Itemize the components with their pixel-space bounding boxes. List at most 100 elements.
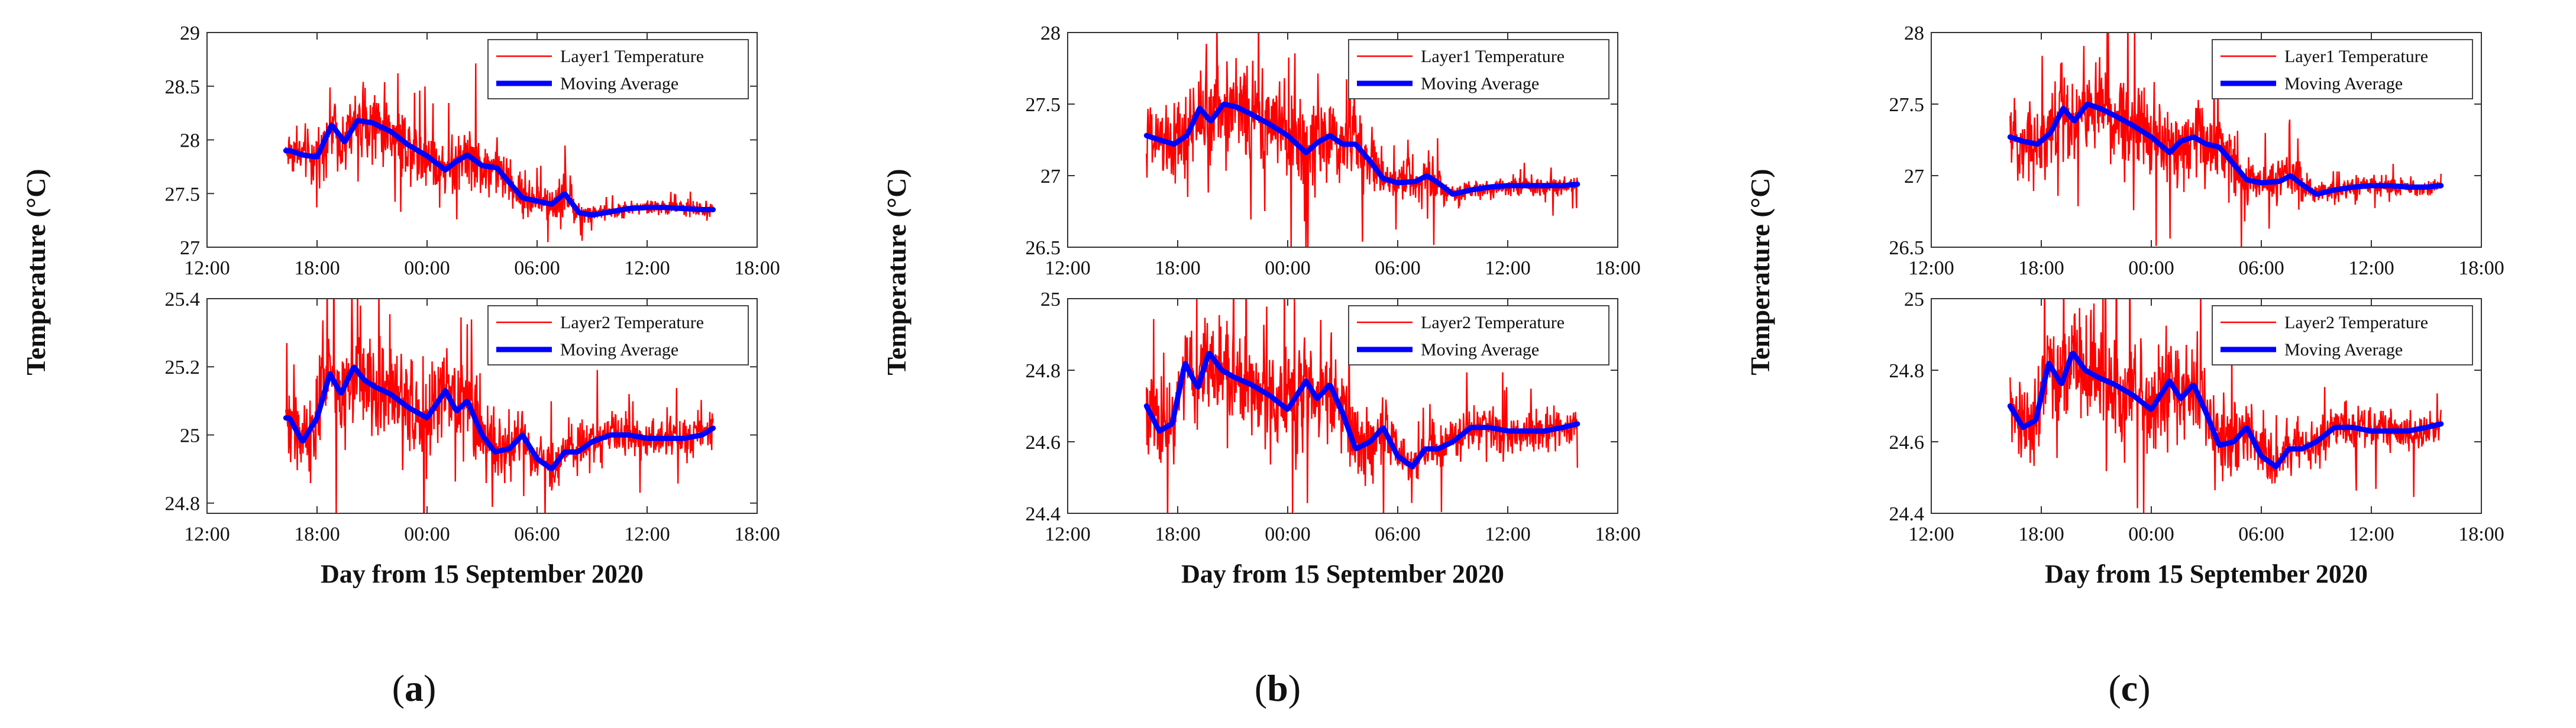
legend-entry: Moving Average xyxy=(1421,74,1539,93)
legend-entry: Layer1 Temperature xyxy=(1421,47,1565,66)
panel-b: 26.5 27 27.5 28 12:00 18:00 00:00 06:00 12:00 18:… xyxy=(881,22,1641,709)
y-axis-label: Temperature (°C) xyxy=(1745,169,1775,375)
panel-label: (a) xyxy=(392,667,437,709)
y-tick-label: 24.8 xyxy=(1026,360,1061,382)
legend-entry: Moving Average xyxy=(2284,74,2403,93)
legend: Layer1 Temperature Moving Average xyxy=(487,39,749,99)
x-tick-label: 12:00 xyxy=(624,523,670,545)
legend-entry: Layer1 Temperature xyxy=(560,47,704,66)
legend: Layer1 Temperature Moving Average xyxy=(2212,39,2473,99)
legend-box xyxy=(1348,39,1609,99)
y-tick-label: 25.4 xyxy=(165,289,201,310)
legend-box xyxy=(487,305,749,365)
x-tick-label: 12:00 xyxy=(1485,523,1530,545)
y-axis-label: Temperature (°C) xyxy=(881,169,912,375)
y-tick-label: 25 xyxy=(180,425,200,446)
x-tick-label: 18:00 xyxy=(1595,257,1640,279)
raw-temperature-line xyxy=(2009,299,2442,513)
moving-average-line xyxy=(283,118,716,218)
y-tick-label: 25 xyxy=(1040,289,1061,310)
x-tick-label: 18:00 xyxy=(2458,257,2504,279)
panel-label: (b) xyxy=(1255,667,1301,709)
legend-entry: Layer1 Temperature xyxy=(2284,47,2428,66)
x-axis-label: Day from 15 September 2020 xyxy=(1181,559,1504,588)
raw-temperature-line xyxy=(1146,33,1578,247)
moving-average-line xyxy=(2007,101,2444,197)
legend: Layer1 Temperature Moving Average xyxy=(1348,39,1609,99)
y-tick-label: 27 xyxy=(180,237,200,259)
raw-temperature-line xyxy=(1146,299,1578,513)
x-tick-label: 06:00 xyxy=(2238,257,2284,279)
y-tick-label: 24.6 xyxy=(1889,432,1925,454)
subplot-layer2: 24.4 24.6 24.8 25 12:00 18:00 00:00 06:00 12:00 1… xyxy=(1889,289,2504,545)
legend-entry: Moving Average xyxy=(1421,340,1539,360)
x-tick-label: 06:00 xyxy=(2238,523,2284,545)
legend-box xyxy=(1348,305,1609,365)
y-tick-label: 28 xyxy=(1904,22,1924,44)
x-tick-label: 18:00 xyxy=(294,257,340,279)
moving-average-line xyxy=(1143,351,1580,470)
legend-box xyxy=(2212,305,2473,365)
y-tick-label: 27.5 xyxy=(1889,94,1925,116)
legend: Layer2 Temperature Moving Average xyxy=(1348,305,1609,365)
x-tick-label: 00:00 xyxy=(404,257,450,279)
x-tick-label: 12:00 xyxy=(1045,257,1090,279)
y-tick-label: 27 xyxy=(1904,166,1924,187)
y-tick-label: 27 xyxy=(1040,166,1061,187)
y-tick-label: 28.5 xyxy=(165,76,201,98)
y-tick-label: 27.5 xyxy=(1026,94,1061,116)
panel-label: (c) xyxy=(2108,667,2150,709)
y-tick-label: 27.5 xyxy=(165,183,201,205)
y-tick-label: 24.8 xyxy=(1889,360,1925,382)
legend-entry: Layer2 Temperature xyxy=(2284,313,2428,332)
subplot-layer2: 24.8 25 25.2 25.4 12:00 18:00 00:00 06:00 12:00 1… xyxy=(165,289,780,545)
y-tick-label: 26.5 xyxy=(1026,237,1061,259)
subplot-layer2: 24.4 24.6 24.8 25 12:00 18:00 00:00 06:00 12:00 1… xyxy=(1026,289,1641,545)
legend-entry: Moving Average xyxy=(560,74,678,93)
raw-temperature-line xyxy=(2009,33,2442,247)
x-tick-label: 06:00 xyxy=(1375,257,1420,279)
y-tick-label: 26.5 xyxy=(1889,237,1925,259)
x-tick-label: 00:00 xyxy=(1265,257,1310,279)
subplot-layer1: 27 27.5 28 28.5 29 12:00 18:00 00:00 06:00 12:00 1… xyxy=(165,22,780,279)
subplot-layer1: 26.5 27 27.5 28 12:00 18:00 00:00 06:00 12:00 18:… xyxy=(1889,22,2504,279)
y-tick-label: 24.8 xyxy=(165,493,201,515)
x-axis-label: Day from 15 September 2020 xyxy=(2045,559,2368,588)
moving-average-line xyxy=(283,364,716,471)
x-tick-label: 18:00 xyxy=(2018,257,2064,279)
x-tick-label: 18:00 xyxy=(734,523,780,545)
x-tick-label: 18:00 xyxy=(294,523,340,545)
x-tick-label: 18:00 xyxy=(1595,523,1640,545)
y-tick-label: 29 xyxy=(180,22,200,44)
x-tick-label: 12:00 xyxy=(184,523,230,545)
axes-box xyxy=(1067,32,1618,248)
y-tick-label: 28 xyxy=(1040,22,1061,44)
x-tick-label: 18:00 xyxy=(1155,257,1200,279)
y-tick-label: 24.4 xyxy=(1889,503,1925,525)
x-tick-label: 00:00 xyxy=(404,523,450,545)
legend: Layer2 Temperature Moving Average xyxy=(487,305,749,365)
legend: Layer2 Temperature Moving Average xyxy=(2212,305,2473,365)
x-tick-label: 12:00 xyxy=(184,257,230,279)
x-axis-label: Day from 15 September 2020 xyxy=(321,559,644,588)
y-tick-label: 24.4 xyxy=(1026,503,1061,525)
legend-box xyxy=(487,39,749,99)
legend-entry: Layer2 Temperature xyxy=(560,313,704,332)
panel-a: 27 27.5 28 28.5 29 12:00 18:00 00:00 06:00 12:00 1… xyxy=(21,22,780,709)
x-tick-label: 12:00 xyxy=(2348,257,2394,279)
moving-average-line xyxy=(2007,351,2444,470)
raw-temperature-line xyxy=(285,299,714,513)
y-tick-label: 28 xyxy=(180,130,200,152)
legend-box xyxy=(2212,39,2473,99)
x-tick-label: 00:00 xyxy=(2128,257,2174,279)
x-tick-label: 12:00 xyxy=(1045,523,1090,545)
panel-c: 26.5 27 27.5 28 12:00 18:00 00:00 06:00 12:00 18:… xyxy=(1745,22,2504,709)
x-tick-label: 12:00 xyxy=(1908,523,1954,545)
x-tick-label: 18:00 xyxy=(1155,523,1200,545)
axes-box xyxy=(206,298,758,514)
x-tick-label: 06:00 xyxy=(514,257,560,279)
x-tick-label: 18:00 xyxy=(734,257,780,279)
axes-box xyxy=(1931,298,2482,514)
x-tick-label: 12:00 xyxy=(624,257,670,279)
